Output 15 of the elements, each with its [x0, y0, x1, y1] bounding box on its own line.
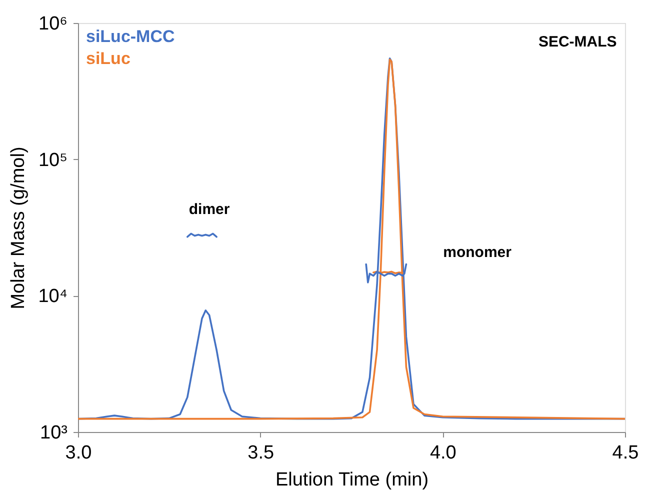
x-tick-label: 4.5 [612, 442, 639, 464]
x-tick-label: 3.5 [248, 442, 274, 464]
text: siLuc-MCC [86, 27, 175, 46]
y-tick-label: 10⁶ [38, 14, 68, 34]
text: siLuc [86, 49, 130, 68]
annotation: dimer [188, 201, 230, 218]
y-axis-title: Molar Mass (g/mol) [8, 146, 30, 310]
annotation: monomer [443, 244, 512, 262]
x-tick-label: 3.0 [65, 442, 92, 464]
x-tick-label: 4.0 [430, 442, 456, 464]
y-tick-label: 10⁵ [38, 150, 68, 171]
y-tick-label: 10⁴ [38, 286, 68, 308]
x-axis-title: Elution Time (min) [275, 470, 429, 490]
y-tick-label: 10³ [40, 422, 68, 444]
annotation: SEC-MALS [538, 33, 617, 50]
